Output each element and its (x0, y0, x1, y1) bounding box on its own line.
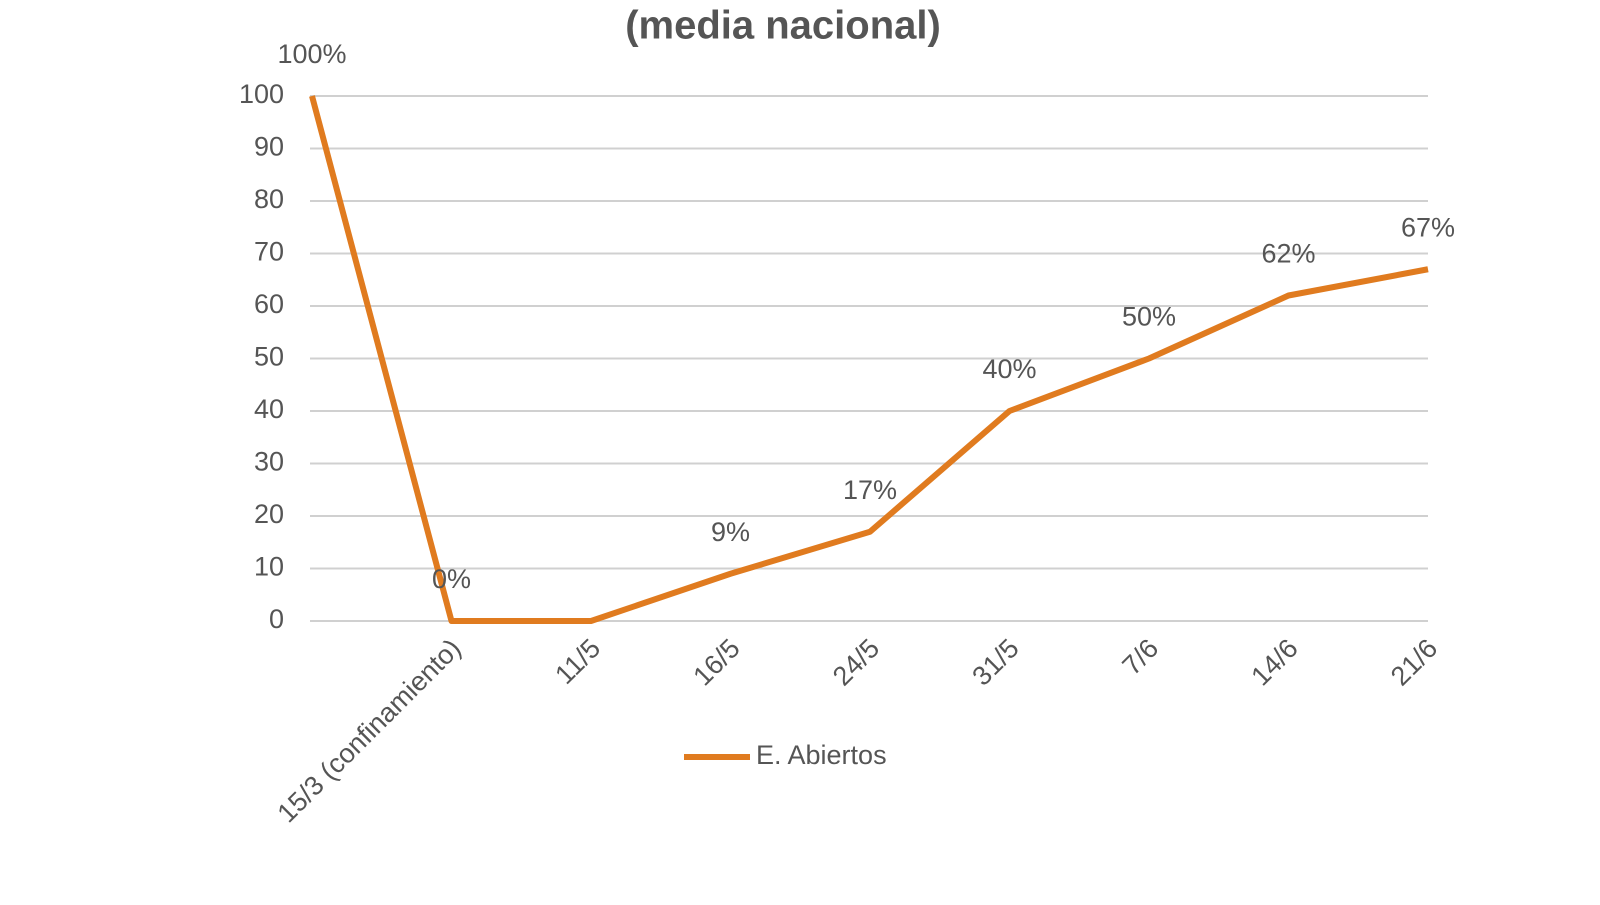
y-tick-label: 30 (254, 447, 284, 477)
y-tick-label: 100 (239, 79, 284, 109)
y-tick-label: 70 (254, 237, 284, 267)
data-label: 100% (277, 39, 346, 69)
data-label: 67% (1401, 212, 1455, 242)
data-label: 40% (982, 354, 1036, 384)
y-tick-label: 80 (254, 184, 284, 214)
y-tick-label: 0 (269, 604, 284, 634)
y-tick-label: 90 (254, 132, 284, 162)
data-label: 62% (1261, 239, 1315, 269)
data-label: 0% (432, 564, 471, 594)
chart-title: (media nacional) (625, 4, 941, 48)
data-label: 9% (711, 517, 750, 547)
y-tick-label: 20 (254, 499, 284, 529)
y-tick-label: 60 (254, 289, 284, 319)
y-tick-label: 10 (254, 552, 284, 582)
data-label: 17% (843, 475, 897, 505)
y-tick-label: 50 (254, 342, 284, 372)
legend-label: E. Abiertos (756, 740, 887, 770)
data-line (309, 95, 1429, 624)
data-label: 50% (1122, 302, 1176, 332)
y-tick-label: 40 (254, 394, 284, 424)
